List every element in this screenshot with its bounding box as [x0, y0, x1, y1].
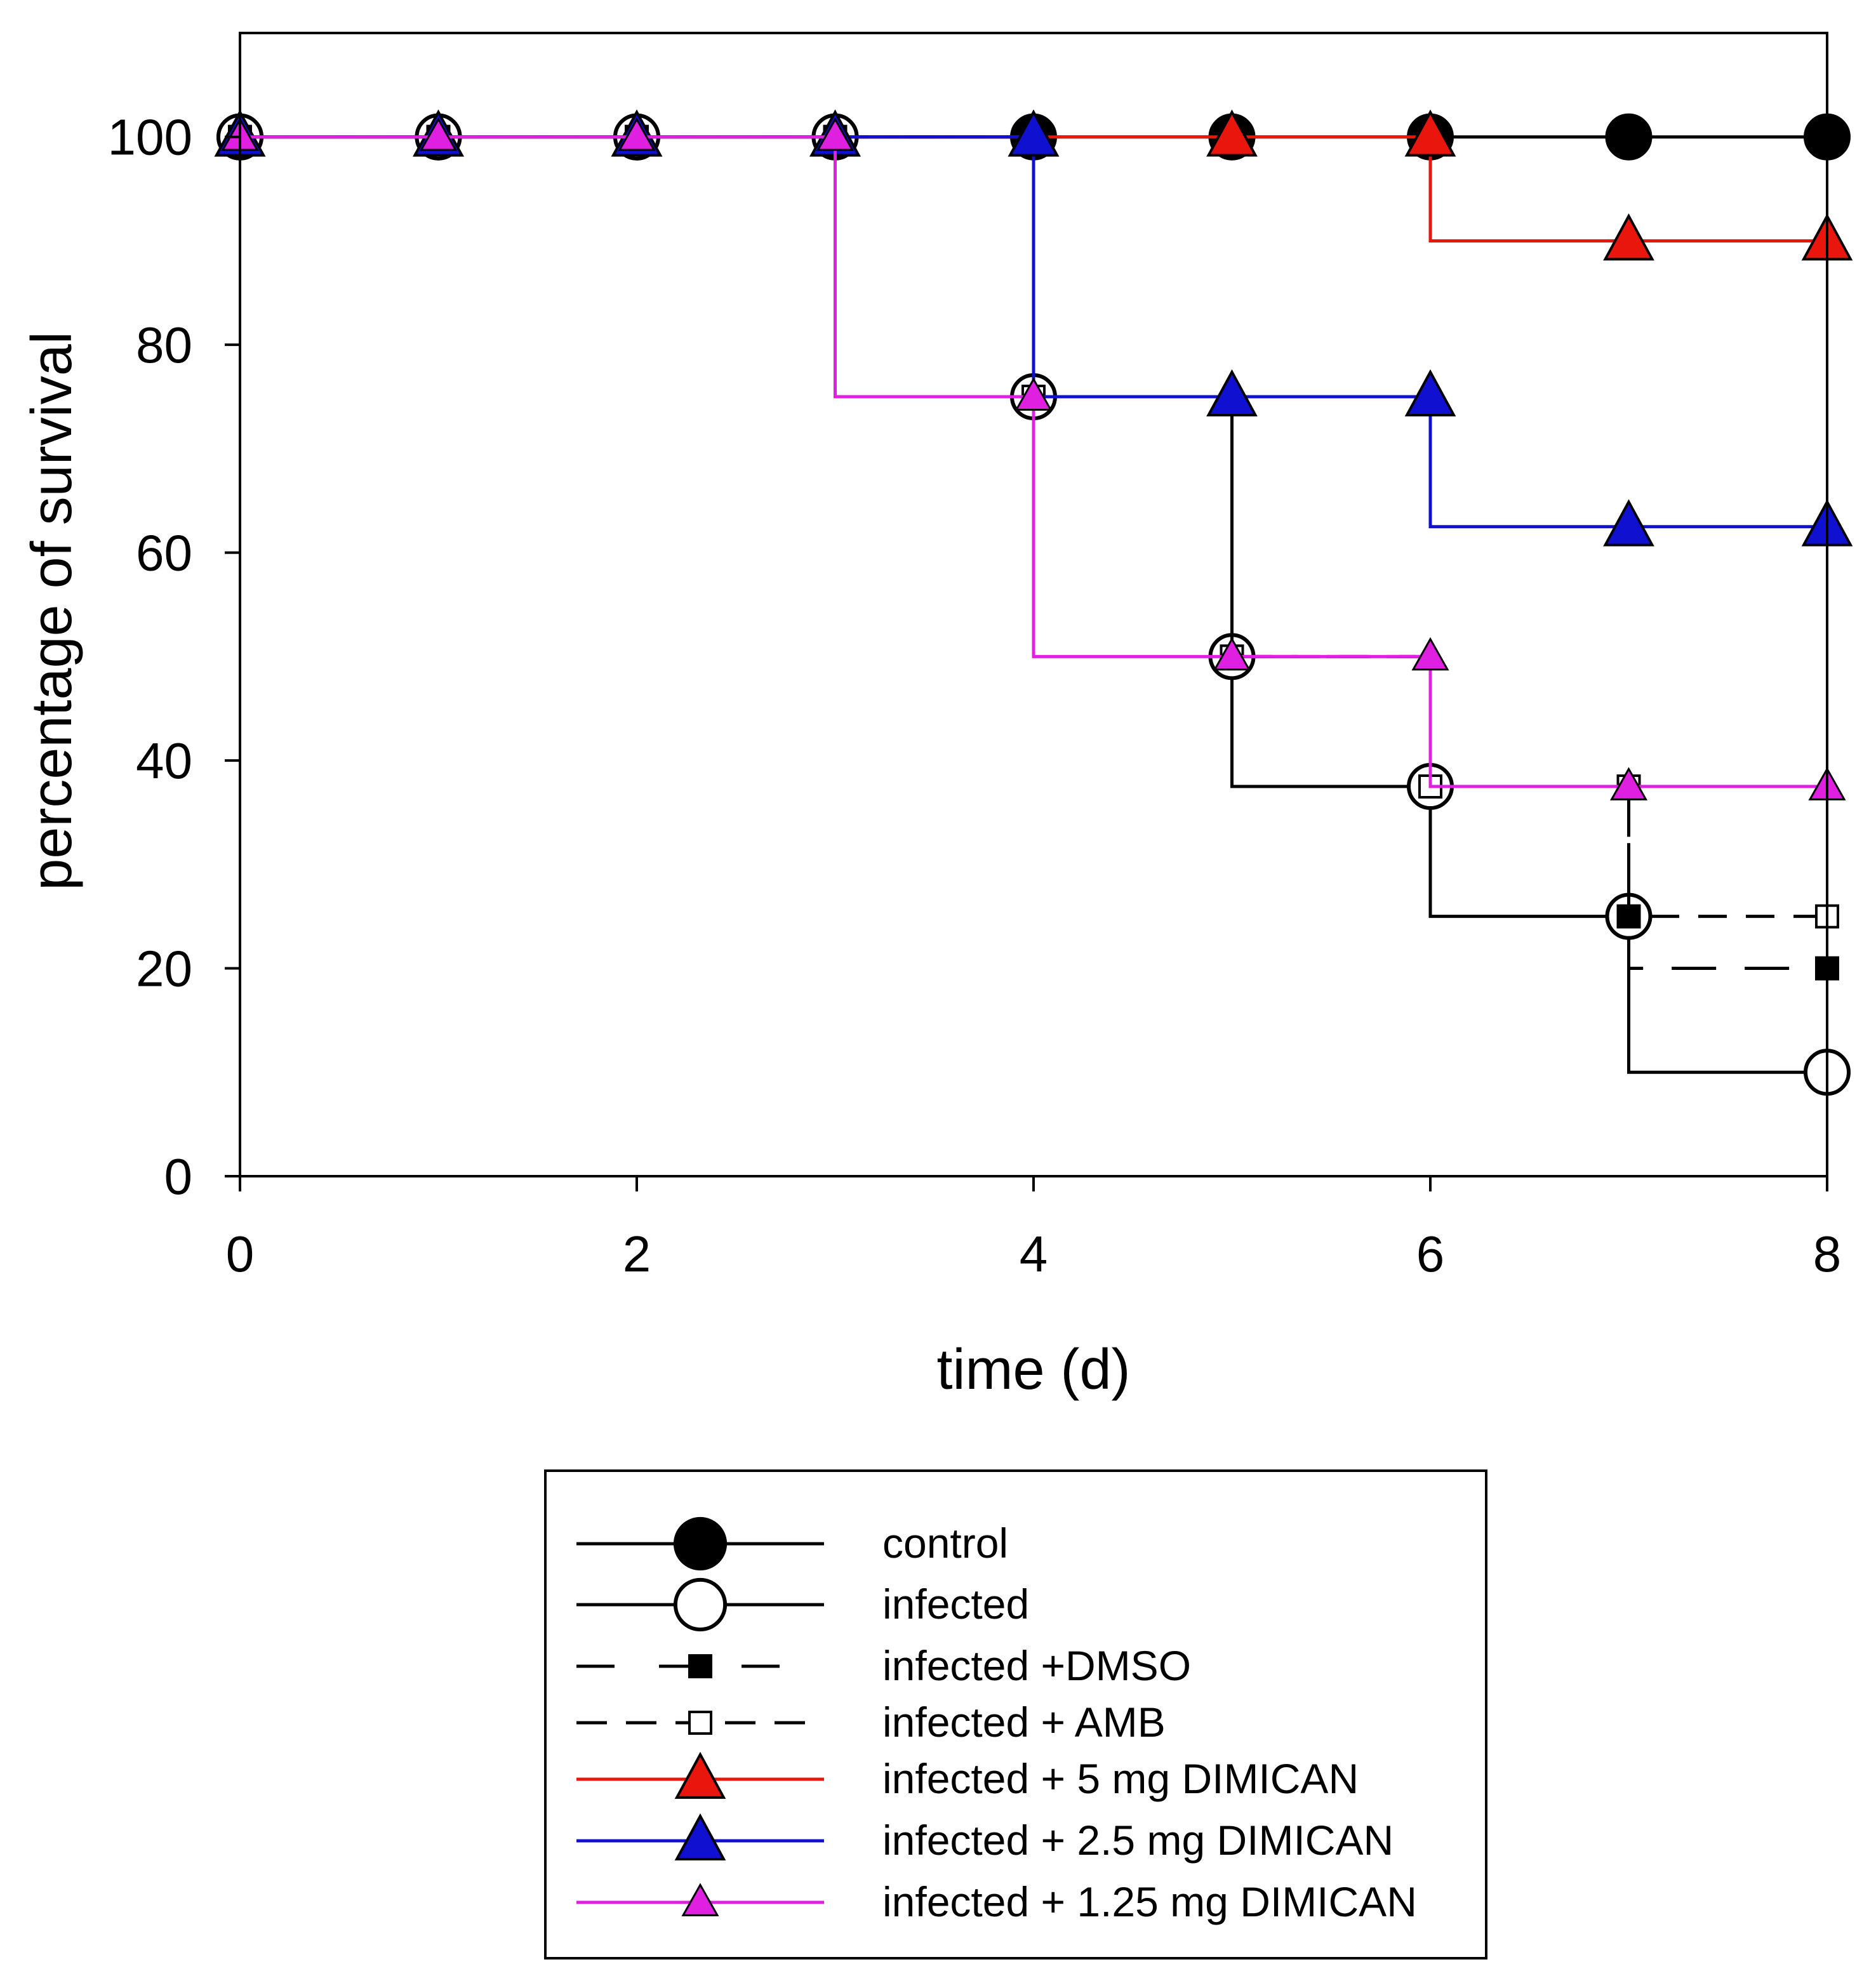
y-tick-label: 40 — [136, 733, 192, 789]
data-point — [1213, 637, 1251, 671]
series-layer — [214, 109, 1853, 1096]
legend-marker — [688, 1711, 712, 1735]
data-point — [1605, 113, 1653, 161]
legend-marker — [688, 1654, 712, 1678]
x-axis-title: time (d) — [936, 1338, 1130, 1402]
data-point — [618, 117, 656, 151]
legend-item: infected + AMB — [576, 1699, 1166, 1746]
legend-item: infected + 2.5 mg DIMICAN — [576, 1813, 1394, 1864]
data-point — [1404, 109, 1456, 157]
legend-label: infected +DMSO — [882, 1642, 1191, 1689]
legend-label: infected + 1.25 mg DIMICAN — [882, 1878, 1417, 1925]
legend-label: infected — [882, 1581, 1029, 1628]
data-point — [1609, 767, 1648, 800]
data-point — [1206, 369, 1258, 416]
legend-label: infected + 2.5 mg DIMICAN — [882, 1817, 1394, 1864]
y-tick-label: 0 — [164, 1148, 193, 1205]
x-tick-label: 0 — [226, 1226, 255, 1282]
legend-marker — [674, 1751, 726, 1799]
legend: control infected infected +DMSO infected + … — [544, 1469, 1487, 1959]
data-point — [1404, 369, 1456, 416]
legend-label: infected + AMB — [882, 1699, 1166, 1746]
y-tick-label: 100 — [108, 109, 192, 166]
legend-item: infected + 1.25 mg DIMICAN — [576, 1878, 1417, 1925]
legend-item: control — [576, 1516, 1008, 1571]
legend-items: control infected infected +DMSO infected + … — [576, 1516, 1417, 1925]
data-point — [816, 117, 855, 151]
legend-marker — [681, 1883, 719, 1916]
data-point — [1411, 637, 1449, 671]
x-tick-label: 8 — [1813, 1226, 1842, 1282]
y-axis-title: percentage of survival — [20, 331, 84, 891]
legend-item: infected — [576, 1577, 1029, 1632]
data-point — [1603, 213, 1654, 261]
data-point — [419, 117, 458, 151]
y-tick-label: 20 — [136, 941, 192, 997]
legend-item: infected +DMSO — [576, 1642, 1191, 1689]
legend-marker — [673, 1577, 728, 1632]
y-tick-label: 60 — [136, 525, 192, 581]
legend-label: control — [882, 1520, 1008, 1567]
legend-marker — [674, 1813, 726, 1860]
data-point — [1603, 499, 1654, 547]
x-tick-label: 4 — [1020, 1226, 1048, 1282]
y-tick-label: 80 — [136, 317, 192, 373]
legend-item: infected + 5 mg DIMICAN — [576, 1751, 1359, 1802]
legend-marker — [673, 1516, 728, 1571]
legend-label: infected + 5 mg DIMICAN — [882, 1755, 1359, 1802]
data-point — [1008, 109, 1060, 157]
data-point — [1206, 109, 1258, 157]
x-tick-label: 2 — [623, 1226, 651, 1282]
series-line — [240, 135, 1827, 788]
x-tick-label: 6 — [1416, 1226, 1445, 1282]
data-point — [1015, 377, 1053, 411]
